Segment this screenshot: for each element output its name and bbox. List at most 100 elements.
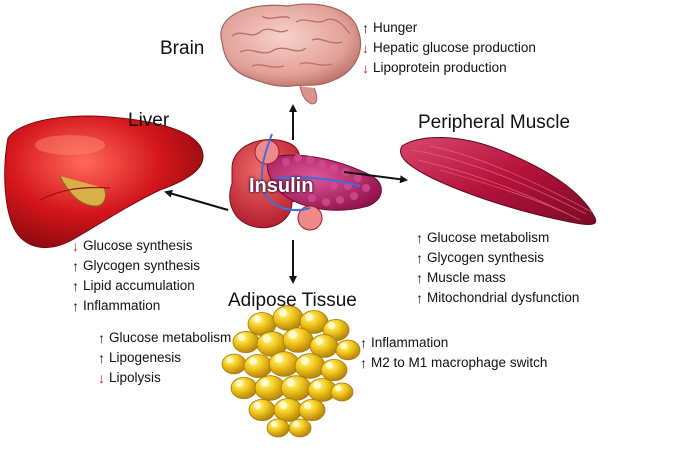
- adipose-effect-text: M2 to M1 macrophage switch: [371, 355, 548, 370]
- fat-cell: [273, 398, 303, 422]
- liver-effect-text: Inflammation: [83, 298, 161, 313]
- decrease-arrow-icon: ↓: [98, 370, 105, 386]
- adipose-effect-item: ↑ Inflammation: [358, 333, 547, 353]
- liver-title: Liver: [128, 110, 170, 131]
- adipose-title: Adipose Tissue: [228, 290, 357, 311]
- fat-cell-highlight: [293, 421, 300, 428]
- brain-effect-item: ↑ Hunger: [360, 18, 536, 38]
- fat-cell-highlight: [278, 308, 287, 317]
- muscle-effect-text: Muscle mass: [427, 270, 506, 285]
- muscle-effect-item: ↑ Mitochondrial dysfunction: [414, 288, 579, 308]
- adipose-effect-item: ↑ Lipogenesis: [96, 348, 231, 368]
- fat-cell: [268, 351, 300, 377]
- adipose-illustration: [221, 305, 361, 438]
- increase-arrow-icon: ↑: [98, 350, 105, 366]
- adipose-effects-list-right: ↑ Inflammation ↑ M2 to M1 macrophage switch: [358, 333, 547, 373]
- liver-effects-list: ↓ Glucose synthesis ↑ Glycogen synthesis ↑ Li…: [70, 236, 200, 316]
- signal-arrows: [164, 104, 408, 284]
- liver-effect-text: Glycogen synthesis: [83, 258, 201, 273]
- fat-cell-highlight: [279, 401, 288, 410]
- adipose-effect-text: Inflammation: [371, 335, 449, 350]
- fat-cell: [248, 398, 276, 422]
- fat-cell: [243, 354, 273, 378]
- increase-arrow-icon: ↑: [416, 230, 423, 246]
- insulin-label: Insulin: [249, 175, 314, 197]
- liver-effect-item: ↑ Glycogen synthesis: [70, 256, 200, 276]
- fat-cell: [335, 339, 361, 361]
- fat-cell-highlight: [286, 378, 295, 387]
- fat-cell-highlight: [315, 337, 324, 346]
- brain-title: Brain: [160, 38, 205, 59]
- brain-effect-item: ↓ Hepatic glucose production: [360, 38, 536, 58]
- increase-arrow-icon: ↑: [98, 330, 105, 346]
- fat-cell-highlight: [325, 361, 334, 370]
- fat-cell: [288, 418, 312, 438]
- adipose-effect-item: ↑ M2 to M1 macrophage switch: [358, 353, 547, 373]
- decrease-arrow-icon: ↓: [362, 60, 369, 76]
- muscle-title: Peripheral Muscle: [418, 112, 571, 133]
- increase-arrow-icon: ↑: [72, 258, 79, 274]
- fat-cell-highlight: [300, 356, 309, 365]
- brain-illustration: [220, 3, 362, 105]
- decrease-arrow-icon: ↓: [72, 238, 79, 254]
- increase-arrow-icon: ↑: [416, 270, 423, 286]
- fat-cell-highlight: [237, 333, 246, 342]
- arrow-to-liver: [164, 189, 229, 211]
- muscle-effect-text: Glycogen synthesis: [427, 250, 545, 265]
- brain-effects-list: ↑ Hunger ↓ Hepatic glucose production ↓ Lipop…: [360, 18, 536, 78]
- increase-arrow-icon: ↑: [416, 290, 423, 306]
- liver-effect-item: ↓ Glucose synthesis: [70, 236, 200, 256]
- pancreas-illustration: [229, 133, 382, 231]
- fat-cell-highlight: [327, 321, 336, 330]
- fat-cell-highlight: [235, 379, 244, 388]
- muscle-effect-item: ↑ Glycogen synthesis: [414, 248, 579, 268]
- adipose-effect-item: ↓ Lipolysis: [96, 368, 231, 388]
- fat-cell-highlight: [253, 401, 262, 410]
- fat-cell: [232, 330, 260, 354]
- brain-effect-text: Lipoprotein production: [373, 60, 507, 75]
- increase-arrow-icon: ↑: [362, 20, 369, 36]
- fat-cell-highlight: [260, 378, 269, 387]
- fat-cell: [230, 376, 258, 400]
- fat-cell: [280, 375, 312, 401]
- adipose-effect-text: Glucose metabolism: [109, 330, 232, 345]
- increase-arrow-icon: ↑: [360, 355, 367, 371]
- adipose-effect-text: Lipogenesis: [109, 350, 182, 365]
- fat-cell-highlight: [274, 354, 283, 363]
- muscle-effects-list: ↑ Glucose metabolism ↑ Glycogen synthesis ↑ M…: [414, 228, 579, 308]
- fat-cell: [266, 418, 290, 438]
- fat-cell-highlight: [253, 315, 262, 324]
- muscle-effect-item: ↑ Glucose metabolism: [414, 228, 579, 248]
- fat-cell: [294, 353, 326, 379]
- increase-arrow-icon: ↑: [72, 298, 79, 314]
- brain-effect-item: ↓ Lipoprotein production: [360, 58, 536, 78]
- adipose-effect-text: Lipolysis: [109, 370, 161, 385]
- muscle-effect-text: Glucose metabolism: [427, 230, 550, 245]
- increase-arrow-icon: ↑: [360, 335, 367, 351]
- liver-effect-item: ↑ Lipid accumulation: [70, 276, 200, 296]
- brain-effect-text: Hepatic glucose production: [373, 40, 536, 55]
- fat-cell: [282, 327, 314, 353]
- fat-cell-highlight: [303, 401, 312, 410]
- liver-effect-text: Glucose synthesis: [83, 238, 193, 253]
- fat-cell-highlight: [305, 313, 314, 322]
- muscle-effect-text: Mitochondrial dysfunction: [427, 290, 580, 305]
- fat-cell-highlight: [226, 356, 234, 364]
- adipose-effect-item: ↑ Glucose metabolism: [96, 328, 231, 348]
- adipose-effects-list-left: ↑ Glucose metabolism ↑ Lipogenesis ↓ Lipolysi…: [96, 328, 231, 388]
- brain-effect-text: Hunger: [373, 20, 418, 35]
- fat-cell-highlight: [249, 357, 258, 366]
- liver-effect-item: ↑ Inflammation: [70, 296, 200, 316]
- fat-cell: [298, 398, 326, 422]
- muscle-effect-item: ↑ Muscle mass: [414, 268, 579, 288]
- decrease-arrow-icon: ↓: [362, 40, 369, 56]
- fat-cell-highlight: [313, 381, 322, 390]
- fat-cell-highlight: [335, 385, 342, 392]
- fat-cell-highlight: [271, 421, 278, 428]
- liver-effect-text: Lipid accumulation: [83, 278, 195, 293]
- fat-cell: [320, 358, 348, 382]
- arrow-to-muscle: [343, 171, 408, 184]
- increase-arrow-icon: ↑: [72, 278, 79, 294]
